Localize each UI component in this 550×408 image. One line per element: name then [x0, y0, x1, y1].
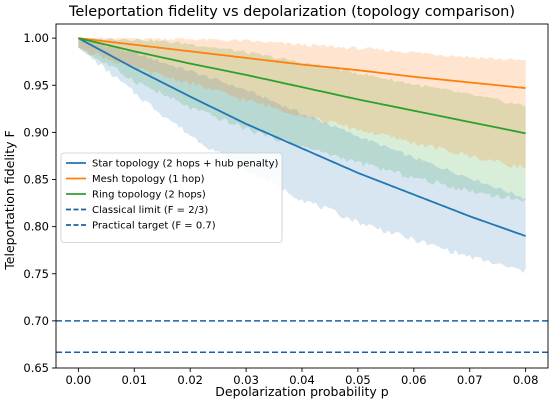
x-tick-label: 0.03: [233, 373, 259, 387]
legend-box: [60, 152, 283, 243]
legend-label: Practical target (F = 0.7): [92, 221, 216, 232]
confidence-band-2: [78, 38, 526, 202]
series-line-0: [77, 37, 526, 237]
y-tick-label: 0.85: [23, 173, 49, 187]
legend-label: Classical limit (F = 2/3): [92, 205, 208, 216]
y-tick-label: 0.75: [23, 267, 49, 281]
x-tick-label: 0.08: [513, 373, 539, 387]
series-lines: [56, 37, 548, 354]
x-tick-label: 0.04: [289, 373, 315, 387]
x-tick-label: 0.07: [457, 373, 483, 387]
y-tick-label: 0.95: [23, 78, 49, 92]
legend: Star topology (2 hops + hub penalty) Mesh…: [60, 152, 283, 243]
series-line-1: [78, 37, 526, 89]
chart-title: Teleportation fidelity vs depolarization…: [68, 4, 515, 20]
y-tick-label: 0.80: [23, 220, 49, 234]
confidence-band-1: [78, 38, 526, 170]
y-tick-label: 1.00: [23, 31, 49, 45]
y-tick-label: 0.65: [23, 361, 49, 375]
legend-label: Mesh topology (1 hop): [92, 174, 205, 185]
x-axis-label: Depolarization probability p: [215, 384, 388, 399]
series-line-2: [78, 37, 526, 135]
legend-label: Star topology (2 hops + hub penalty): [92, 159, 279, 170]
axes: 0.00 0.01 0.02 0.03 0.04 0.05 0.06 0.07 0.08 0.65…: [23, 23, 549, 387]
x-tick-label: 0.06: [401, 373, 427, 387]
legend-label: Ring topology (2 hops): [92, 190, 206, 201]
y-axis-label: Teleportation fidelity F: [2, 130, 17, 270]
x-tick-label: 0.05: [345, 373, 371, 387]
x-tick-label: 0.00: [66, 373, 92, 387]
y-tick-label: 0.70: [23, 314, 49, 328]
y-tick-label: 0.90: [23, 125, 49, 139]
x-tick-label: 0.02: [177, 373, 203, 387]
x-tick-label: 0.01: [121, 373, 147, 387]
